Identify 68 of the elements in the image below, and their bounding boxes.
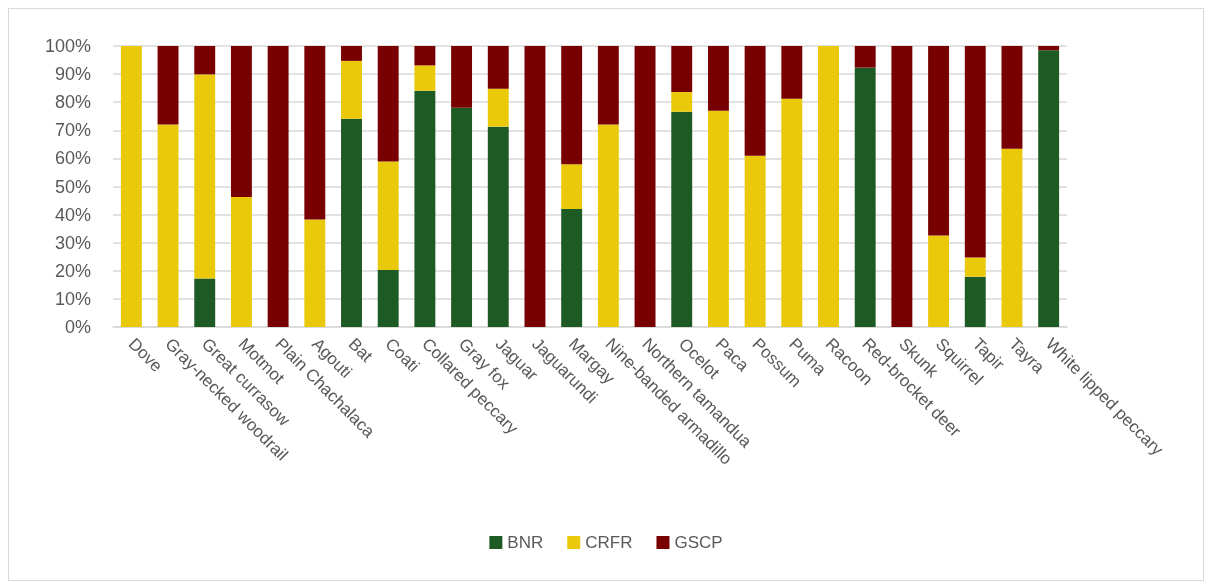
- bar: [341, 118, 362, 327]
- bar: [487, 46, 509, 89]
- bar: [707, 110, 729, 327]
- bar: [1038, 50, 1060, 327]
- legend-label: GSCP: [674, 533, 723, 552]
- bar: [671, 92, 693, 112]
- bar: [1001, 148, 1023, 327]
- bar: [597, 124, 619, 327]
- bar: [230, 46, 252, 197]
- bar: [487, 88, 509, 127]
- legend-label: BNR: [507, 533, 544, 552]
- bar: [561, 46, 583, 165]
- bar: [377, 46, 399, 162]
- bar: [671, 46, 693, 93]
- bar: [964, 257, 986, 277]
- bar: [1038, 46, 1060, 51]
- bar: [561, 164, 583, 209]
- bar: [818, 46, 839, 327]
- y-tick-label: 90%: [54, 64, 91, 85]
- bar: [304, 46, 326, 220]
- bar: [1001, 46, 1023, 149]
- bar: [964, 276, 986, 327]
- bar: [194, 74, 216, 279]
- y-tick-label: 40%: [54, 204, 91, 225]
- bar: [928, 46, 950, 236]
- legend-label: CRFR: [585, 533, 633, 552]
- bar: [451, 107, 473, 327]
- bar: [414, 46, 436, 66]
- y-tick-label: 30%: [54, 232, 91, 253]
- y-tick-label: 50%: [54, 176, 91, 197]
- bar: [928, 235, 950, 327]
- bar: [341, 46, 362, 61]
- y-tick-label: 20%: [54, 260, 91, 281]
- bar: [304, 219, 326, 327]
- bar: [377, 269, 399, 327]
- bar: [414, 90, 436, 327]
- bar: [194, 46, 216, 75]
- bar: [964, 46, 986, 258]
- bar: [597, 46, 619, 125]
- bar: [671, 111, 693, 327]
- bar: [891, 46, 913, 327]
- y-tick-label: 0%: [64, 317, 91, 337]
- bar: [524, 46, 546, 327]
- bar: [744, 155, 766, 327]
- bar: [781, 46, 803, 99]
- bar: [707, 46, 729, 111]
- y-tick-label: 60%: [54, 148, 91, 169]
- bar: [744, 46, 766, 156]
- y-tick-label: 10%: [54, 288, 91, 309]
- bar: [487, 126, 509, 327]
- y-tick-label: 100%: [44, 36, 91, 56]
- bar: [561, 208, 583, 327]
- bar: [341, 60, 362, 119]
- bar: [634, 46, 656, 327]
- y-tick-label: 70%: [54, 120, 91, 141]
- bar: [781, 98, 803, 327]
- y-tick-label: 80%: [54, 92, 91, 113]
- bar: [120, 46, 142, 327]
- bar: [451, 46, 473, 108]
- bar: [157, 124, 179, 327]
- bar: [854, 67, 876, 327]
- bar: [230, 196, 252, 327]
- bar: [194, 278, 216, 327]
- bar: [414, 65, 436, 91]
- bar: [157, 46, 179, 125]
- bar: [854, 46, 876, 68]
- bar: [377, 161, 399, 270]
- bar: [267, 46, 289, 327]
